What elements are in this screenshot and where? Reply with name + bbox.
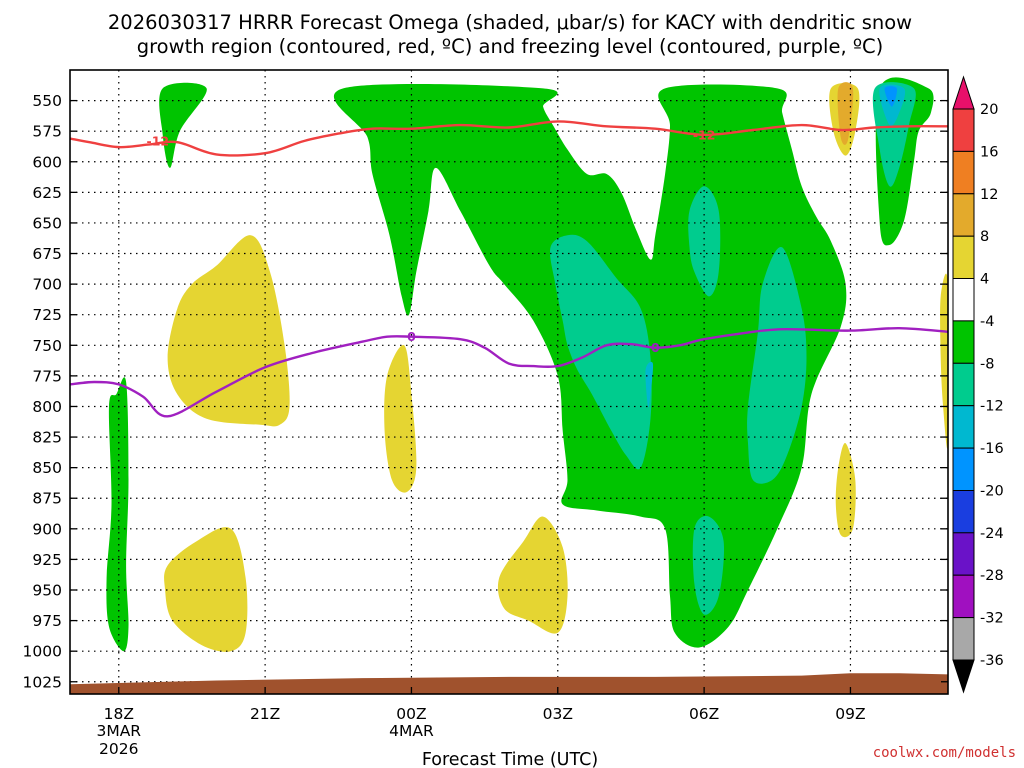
colorbar-swatch-11: [952, 532, 975, 576]
colorbar-cap-bottom: [952, 659, 975, 694]
y-tick-label-17: 975: [32, 612, 62, 630]
credit-text: coolwx.com/models: [873, 745, 1016, 761]
terrain-fill: [70, 673, 948, 694]
colorbar-label-1: 16: [980, 144, 998, 160]
colorbar-label-5: -4: [980, 314, 994, 330]
contour-label-1-1: 0: [651, 340, 660, 355]
y-tick-label-3: 625: [32, 184, 62, 202]
colorbar-label-10: -24: [980, 526, 1004, 542]
y-tick-label-14: 900: [32, 520, 62, 538]
chart-title-line1: 2026030317 HRRR Forecast Omega (shaded, …: [108, 11, 912, 34]
x-tick-label-3: 03Z: [543, 705, 573, 723]
y-tick-label-12: 850: [32, 459, 62, 477]
x-tick-label-1: 21Z: [250, 705, 280, 723]
colorbar-swatch-7: [952, 362, 975, 407]
contour-label-0-0: -12: [147, 133, 170, 148]
x-tick-year-0: 2026: [99, 740, 138, 758]
x-tick-label-2: 00Z: [396, 705, 426, 723]
contour-line-1: [70, 326, 948, 418]
colorbar-swatch-6: [952, 320, 975, 364]
colorbar-swatch-10: [952, 490, 975, 534]
x-tick-label-0: 18Z: [104, 705, 134, 723]
y-tick-label-18: 1000: [23, 643, 62, 661]
contour-line-0: [70, 120, 948, 157]
y-tick-label-19: 1025: [23, 673, 62, 691]
y-tick-label-6: 700: [32, 276, 62, 294]
y-tick-label-10: 800: [32, 398, 62, 416]
omega-region-6: [747, 246, 807, 484]
omega-region-4: [549, 234, 652, 470]
colorbar-swatch-4: [952, 235, 975, 280]
contour-label-0-1: -12: [693, 127, 716, 142]
contour-label-1-0: 0: [407, 329, 416, 344]
omega-region-15: [497, 516, 568, 634]
x-tick-label-4: 06Z: [689, 705, 719, 723]
colorbar-label-6: -8: [980, 356, 994, 372]
y-tick-label-5: 675: [32, 245, 62, 263]
colorbar-label-12: -32: [980, 611, 1004, 627]
colorbar-cap-top: [952, 75, 975, 110]
colorbar-swatch-3: [952, 193, 975, 237]
y-tick-label-9: 775: [32, 367, 62, 385]
y-tick-label-11: 825: [32, 429, 62, 447]
x-tick-sublabel-0: 3MAR: [96, 722, 141, 740]
colorbar-swatch-12: [952, 574, 975, 619]
colorbar-label-4: 4: [980, 272, 989, 288]
colorbar: 20 16 12 8 4 -4 -8 -12 -16 -20 -24 -28 -32 -36: [952, 75, 1004, 694]
omega-region-12: [167, 235, 290, 427]
omega-region-1: [106, 377, 129, 652]
omega-region-13: [384, 344, 417, 493]
plot-frame: [69, 69, 949, 695]
omega-region-18: [940, 273, 948, 449]
x-tick-sublabel-2: 4MAR: [389, 722, 434, 740]
y-tick-label-16: 950: [32, 582, 62, 600]
y-tick-label-2: 600: [32, 153, 62, 171]
omega-region-0: [159, 82, 207, 168]
chart-title-line2: growth region (contoured, red, ºC) and f…: [137, 35, 884, 58]
y-tick-label-15: 925: [32, 551, 62, 569]
colorbar-swatch-2: [952, 150, 975, 195]
colorbar-swatch-8: [952, 405, 975, 449]
contour-lines: -12 -12 0 0: [70, 120, 948, 418]
colorbar-label-8: -16: [980, 441, 1004, 457]
colorbar-label-7: -12: [980, 399, 1004, 415]
colorbar-label-9: -20: [980, 484, 1004, 500]
y-tick-label-4: 650: [32, 214, 62, 232]
terrain: [70, 673, 948, 694]
omega-region-11: [884, 86, 898, 107]
y-axis: 550 575 600 625 650 675 700 725 750 775 800 825 850 8…: [23, 92, 948, 691]
colorbar-swatch-13: [952, 617, 975, 661]
colorbar-swatch-5: [952, 278, 975, 322]
y-tick-label-13: 875: [32, 490, 62, 508]
colorbar-swatch-9: [952, 447, 975, 492]
colorbar-label-11: -28: [980, 568, 1004, 584]
y-tick-label-7: 725: [32, 306, 62, 324]
omega-region-5: [688, 186, 721, 297]
y-tick-label-8: 750: [32, 337, 62, 355]
y-tick-label-1: 575: [32, 123, 62, 141]
y-tick-label-0: 550: [32, 92, 62, 110]
x-tick-label-5: 09Z: [835, 705, 865, 723]
omega-region-9: [645, 361, 654, 408]
colorbar-swatch-1: [952, 108, 975, 152]
colorbar-label-2: 12: [980, 187, 998, 203]
x-axis-label: Forecast Time (UTC): [422, 750, 598, 768]
colorbar-label-13: -36: [980, 653, 1004, 669]
colorbar-label-0: 20: [980, 102, 998, 118]
colorbar-label-3: 8: [980, 229, 989, 245]
